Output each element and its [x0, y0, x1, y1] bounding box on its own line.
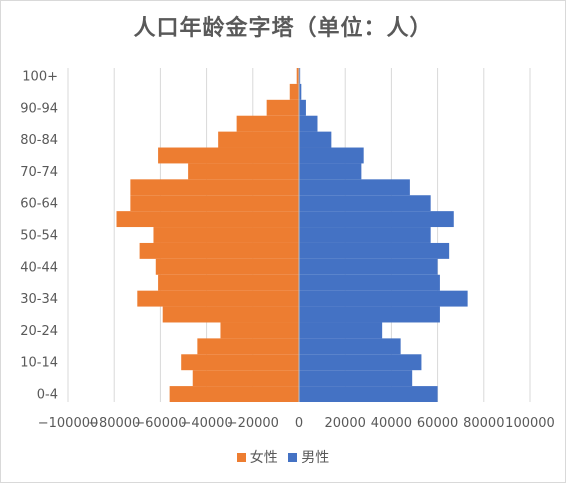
x-tick-label: −40000 — [180, 416, 232, 431]
axes — [67, 68, 300, 402]
x-tick-label: −20000 — [227, 416, 279, 431]
bar-female-5-9 — [192, 370, 299, 387]
legend: 女性 男性 — [0, 447, 566, 467]
bar-male-35-39 — [299, 274, 440, 291]
bar-female-75-79 — [158, 147, 299, 164]
bar-male-65-69 — [299, 179, 410, 196]
bar-female-55-59 — [116, 211, 299, 228]
bar-male-0-4 — [299, 386, 438, 402]
bar-female-10-14 — [181, 354, 299, 371]
y-tick-label: 90-94 — [20, 101, 58, 116]
legend-label-female: 女性 — [249, 450, 278, 466]
x-tick-label: −100000 — [38, 416, 99, 431]
x-tick-label: −80000 — [88, 416, 140, 431]
bar-male-75-79 — [299, 147, 364, 164]
x-tick-label: 100000 — [505, 416, 555, 431]
legend-item-female: 女性 — [236, 447, 278, 467]
bar-female-85-89 — [236, 115, 299, 132]
bar-male-15-19 — [299, 338, 401, 355]
legend-swatch-female — [236, 452, 246, 462]
bar-female-100+ — [296, 68, 299, 84]
x-tick-label: 0 — [295, 416, 303, 431]
bar-female-30-34 — [137, 290, 299, 307]
bar-female-90-94 — [266, 99, 299, 116]
legend-label-male: 男性 — [301, 450, 330, 466]
chart-title: 人口年龄金字塔（单位：人） — [133, 15, 433, 41]
y-tick-label: 30-34 — [20, 292, 58, 307]
bar-male-95-99 — [299, 83, 302, 100]
y-tick-label: 50-54 — [20, 229, 58, 244]
x-tick-label: 80000 — [463, 416, 504, 431]
bar-male-80-84 — [299, 131, 332, 148]
y-tick-label: 80-84 — [20, 133, 58, 148]
bars — [116, 68, 468, 402]
bar-female-0-4 — [169, 386, 299, 402]
legend-swatch-male — [288, 452, 298, 462]
bar-female-95-99 — [289, 83, 299, 100]
y-tick-labels: 0-4 10-14 20-24 30-34 40-44 50-54 60-64 70-74 80… — [20, 69, 58, 402]
bar-female-50-54 — [153, 227, 299, 243]
y-tick-label: 40-44 — [20, 260, 58, 275]
bar-male-85-89 — [299, 115, 318, 132]
y-tick-label: 70-74 — [20, 165, 58, 180]
x-tick-label: 20000 — [325, 416, 366, 431]
bar-male-50-54 — [299, 227, 431, 243]
y-tick-label: 0-4 — [37, 388, 58, 403]
x-tick-labels: −100000−80000−60000−40000−20000 0 20000 400… — [38, 416, 555, 431]
y-tick-label: 60-64 — [20, 197, 58, 212]
bar-female-80-84 — [218, 131, 299, 148]
bar-female-40-44 — [155, 258, 299, 275]
bar-female-65-69 — [130, 179, 299, 196]
bar-female-45-49 — [139, 242, 299, 259]
x-tick-label: 60000 — [417, 416, 458, 431]
y-tick-label: 20-24 — [20, 324, 58, 339]
bar-male-100+ — [299, 68, 301, 84]
y-tick-label: 10-14 — [20, 356, 58, 371]
x-tick-label: 40000 — [371, 416, 412, 431]
bar-male-70-74 — [299, 163, 362, 180]
bar-male-10-14 — [299, 354, 422, 371]
bar-male-60-64 — [299, 195, 431, 212]
bar-female-35-39 — [158, 274, 299, 291]
legend-item-male: 男性 — [288, 447, 329, 467]
bar-female-15-19 — [197, 338, 299, 355]
y-tick-label: 100+ — [22, 69, 58, 84]
bar-female-20-24 — [220, 322, 299, 339]
bar-male-90-94 — [299, 99, 306, 116]
bar-male-40-44 — [299, 258, 438, 275]
bar-male-45-49 — [299, 242, 450, 259]
bar-male-55-59 — [299, 211, 454, 228]
x-tick-label: −60000 — [134, 416, 186, 431]
bar-female-60-64 — [130, 195, 299, 212]
bar-female-70-74 — [188, 163, 299, 180]
bar-male-5-9 — [299, 370, 413, 387]
bar-female-25-29 — [162, 306, 299, 323]
bar-male-25-29 — [299, 306, 440, 323]
bar-male-30-34 — [299, 290, 468, 307]
bar-male-20-24 — [299, 322, 383, 339]
